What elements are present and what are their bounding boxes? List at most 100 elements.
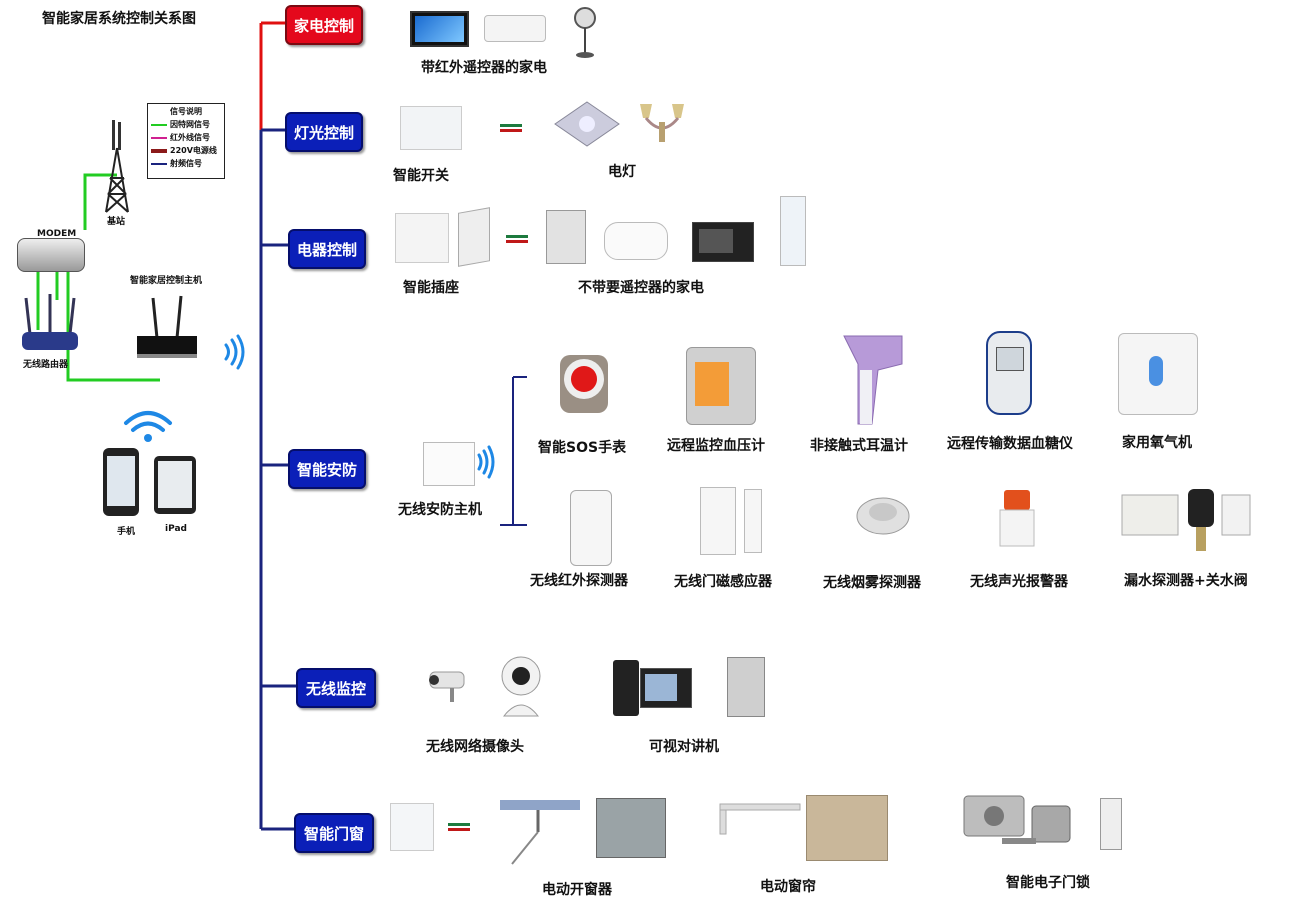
wall-lamp-icon bbox=[640, 104, 684, 142]
alarm-siren-icon bbox=[999, 490, 1035, 547]
bp-display bbox=[695, 362, 729, 406]
signal-legend: 信号说明 因特网信号 红外线信号 220V电源线 射频信号 bbox=[147, 103, 225, 179]
equals-icon bbox=[448, 823, 470, 831]
label-alarm: 无线声光报警器 bbox=[970, 574, 1068, 590]
legend-item-power: 220V电源线 bbox=[151, 145, 224, 156]
smart-socket-device bbox=[395, 213, 449, 263]
tv-device bbox=[410, 11, 469, 47]
outdoor-camera-icon bbox=[429, 671, 465, 702]
microwave-window bbox=[699, 229, 733, 253]
label-camera: 无线网络摄像头 bbox=[426, 739, 524, 755]
intercom-monitor-screen bbox=[645, 674, 677, 701]
label-ir-detector: 无线红外探测器 bbox=[530, 573, 628, 589]
tv-screen bbox=[415, 16, 464, 42]
electronic-door-lock-icon bbox=[963, 795, 1071, 844]
legend-label: 红外线信号 bbox=[170, 133, 210, 142]
smart-switch-device bbox=[400, 106, 462, 150]
legend-title: 信号说明 bbox=[170, 107, 202, 116]
legend-swatch bbox=[151, 136, 167, 139]
equals-icon bbox=[500, 124, 522, 132]
water-leak-valve-icon bbox=[1121, 489, 1251, 551]
base-station-tower-icon bbox=[105, 120, 129, 213]
legend-label: 射频信号 bbox=[170, 159, 202, 168]
host-label: 智能家居控制主机 bbox=[130, 276, 203, 286]
ipad-label: iPad bbox=[165, 524, 187, 534]
smart-switch-panel-device bbox=[458, 207, 490, 267]
label-smoke-detector: 无线烟雾探测器 bbox=[823, 575, 921, 591]
label-curtain: 电动窗帘 bbox=[760, 879, 816, 895]
wireless-router-icon bbox=[22, 294, 78, 350]
ptz-camera-icon bbox=[501, 656, 541, 717]
oxygen-concentrator-device bbox=[1118, 333, 1198, 415]
legend-item-infrared: 红外线信号 bbox=[151, 132, 224, 143]
window-frame-device bbox=[596, 798, 666, 858]
oxygen-indicator bbox=[1149, 356, 1163, 386]
base-station-label: 基站 bbox=[107, 217, 126, 227]
control-host-icon bbox=[137, 295, 197, 358]
window-opener-icon bbox=[500, 800, 580, 865]
security-host-device bbox=[423, 442, 475, 486]
door-sensor-main-device bbox=[700, 487, 736, 555]
ipad-screen bbox=[158, 461, 192, 508]
label-thermometer: 非接触式耳温计 bbox=[810, 438, 908, 454]
glucose-meter-device bbox=[986, 331, 1032, 415]
label-non-remote-appliances: 不带要遥控器的家电 bbox=[578, 280, 704, 296]
smart-switch-panel-device bbox=[390, 803, 434, 851]
category-appliance-control: 家电控制 bbox=[285, 5, 363, 45]
modem-label: MODEM bbox=[37, 229, 77, 239]
label-lamp: 电灯 bbox=[608, 164, 636, 180]
category-electrical-control: 电器控制 bbox=[288, 229, 366, 269]
label-ir-appliances: 带红外遥控器的家电 bbox=[421, 60, 547, 76]
door-lock-handle-device bbox=[1100, 798, 1122, 850]
label-bp-monitor: 远程监控血压计 bbox=[667, 438, 765, 454]
phone-device bbox=[103, 448, 139, 516]
ear-thermometer-icon bbox=[843, 335, 903, 425]
label-door-lock: 智能电子门锁 bbox=[1006, 875, 1090, 891]
curtain-track-icon bbox=[719, 803, 801, 835]
legend-item-rf: 射频信号 bbox=[151, 158, 224, 169]
label-smart-switch: 智能开关 bbox=[393, 168, 449, 184]
legend-label: 因特网信号 bbox=[170, 120, 210, 129]
ceiling-lamp-icon bbox=[554, 101, 620, 147]
legend-swatch bbox=[151, 162, 167, 165]
water-dispenser-device bbox=[780, 196, 806, 266]
phone-label: 手机 bbox=[117, 527, 136, 537]
label-door-sensor: 无线门磁感应器 bbox=[674, 574, 772, 590]
legend-swatch bbox=[151, 123, 167, 126]
sos-watch-icon bbox=[560, 355, 608, 413]
air-conditioner-device bbox=[484, 15, 546, 42]
intercom-monitor-device bbox=[640, 668, 692, 708]
legend-swatch bbox=[151, 148, 167, 153]
label-window-opener: 电动开窗器 bbox=[542, 882, 612, 898]
label-security-host: 无线安防主机 bbox=[398, 502, 482, 518]
ipad-device bbox=[154, 456, 196, 514]
glucose-display bbox=[996, 347, 1024, 371]
category-lighting-control: 灯光控制 bbox=[285, 112, 363, 152]
label-glucose: 远程传输数据血糖仪 bbox=[947, 436, 1073, 452]
label-intercom: 可视对讲机 bbox=[649, 739, 719, 755]
category-wireless-monitoring: 无线监控 bbox=[296, 668, 376, 708]
smoke-detector-icon bbox=[856, 497, 910, 535]
blood-pressure-monitor-device bbox=[686, 347, 756, 425]
water-heater-device bbox=[604, 222, 668, 260]
curtain-room-image bbox=[806, 795, 888, 861]
fan-icon bbox=[574, 7, 596, 58]
label-smart-socket: 智能插座 bbox=[403, 280, 459, 296]
category-smart-security: 智能安防 bbox=[288, 449, 366, 489]
equals-icon bbox=[506, 235, 528, 243]
microwave-device bbox=[692, 222, 754, 262]
label-sos-watch: 智能SOS手表 bbox=[538, 440, 627, 456]
intercom-panel-device bbox=[727, 657, 765, 717]
category-smart-doors-windows: 智能门窗 bbox=[294, 813, 374, 853]
label-oxygen: 家用氧气机 bbox=[1122, 435, 1192, 451]
modem-device bbox=[17, 238, 85, 272]
legend-label: 220V电源线 bbox=[170, 146, 217, 155]
page-title: 智能家居系统控制关系图 bbox=[42, 11, 196, 27]
refrigerator-device bbox=[546, 210, 586, 264]
ir-detector-device bbox=[570, 490, 612, 566]
label-water-leak: 漏水探测器+关水阀 bbox=[1124, 573, 1248, 589]
phone-screen bbox=[107, 456, 135, 506]
router-label: 无线路由器 bbox=[23, 360, 69, 370]
legend-item-internet: 因特网信号 bbox=[151, 119, 224, 130]
